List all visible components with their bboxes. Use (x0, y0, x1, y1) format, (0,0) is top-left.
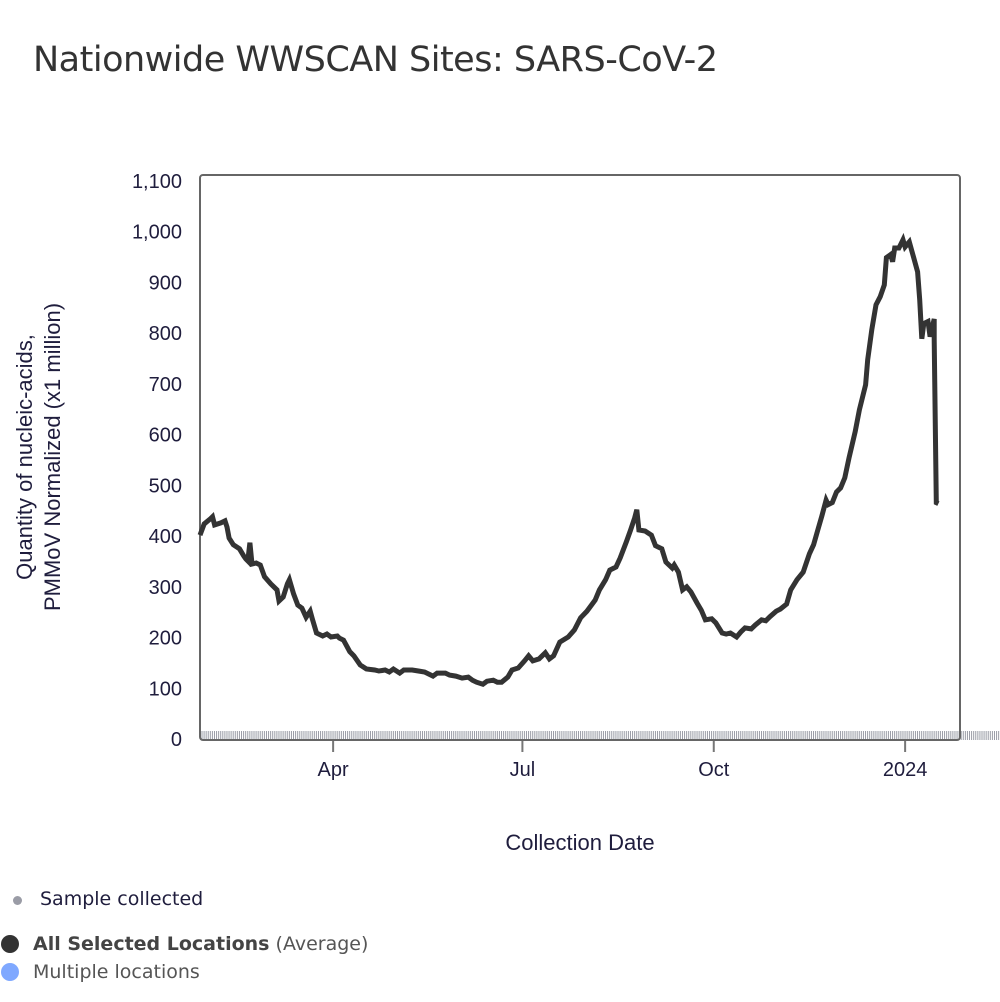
plot-frame (199, 174, 961, 741)
y-tick-label: 1,100 (132, 171, 182, 193)
y-axis-title-line: Quantity of nucleic-acids, (12, 334, 37, 580)
legend-label-average-bold: All Selected Locations (33, 933, 270, 955)
x-axis: Apr Jul Oct 2024 (318, 741, 928, 781)
y-tick-label: 0 (171, 729, 182, 751)
y-tick-label: 400 (149, 526, 182, 548)
x-tick-label: Apr (318, 759, 349, 781)
y-tick-label: 1,000 (132, 222, 182, 244)
y-tick-label: 300 (149, 577, 182, 599)
average-dot-icon (1, 935, 19, 953)
chart-title: Nationwide WWSCAN Sites: SARS-CoV-2 (33, 40, 718, 80)
y-tick-label: 900 (149, 272, 182, 294)
sample-rug (201, 731, 1000, 740)
y-tick-label: 600 (149, 425, 182, 447)
y-tick-label: 700 (149, 374, 182, 396)
line-chart: 0 100 200 300 400 500 600 700 800 900 1,000 1,100 A… (12, 171, 1000, 855)
y-axis: 0 100 200 300 400 500 600 700 800 900 1,000 1,100 (132, 171, 182, 751)
x-axis-title: Collection Date (505, 830, 654, 855)
y-tick-label: 100 (149, 678, 182, 700)
y-tick-label: 800 (149, 323, 182, 345)
legend-label-sample: Sample collected (40, 888, 204, 910)
multiple-dot-icon (1, 963, 19, 981)
y-tick-label: 500 (149, 475, 182, 497)
x-tick-label: Oct (698, 759, 730, 781)
sample-dot-icon (13, 896, 22, 905)
legend-label-average-rest: (Average) (269, 933, 369, 955)
legend-label-multiple: Multiple locations (33, 961, 200, 983)
x-tick-label: Jul (510, 759, 536, 781)
series-line-all-selected-locations[interactable] (197, 232, 940, 687)
y-tick-label: 200 (149, 628, 182, 650)
y-axis-title: Quantity of nucleic-acids, PMMoV Normaliz… (12, 303, 65, 611)
x-tick-label: 2024 (883, 759, 928, 781)
y-axis-title-line: PMMoV Normalized (x1 million) (40, 303, 65, 611)
